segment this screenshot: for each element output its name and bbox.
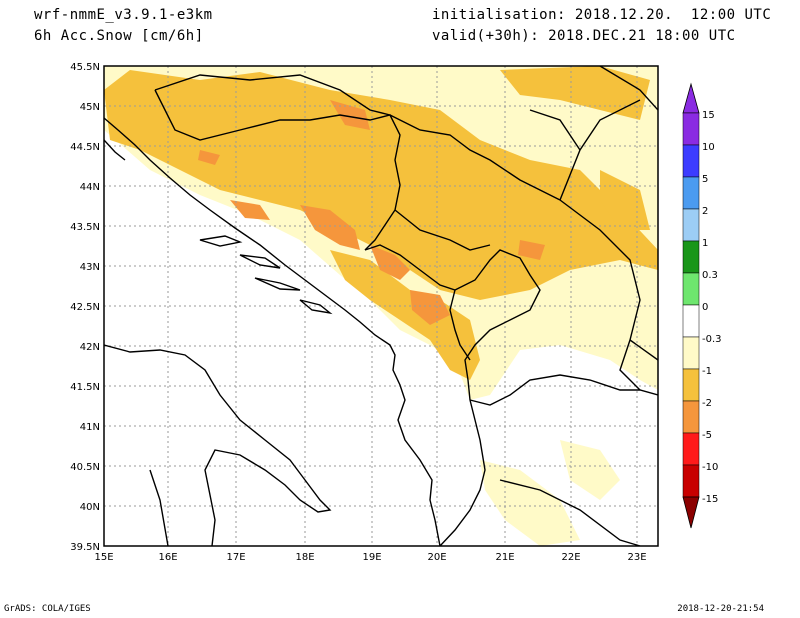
coastlines-borders bbox=[104, 66, 658, 546]
lon-label: 15E bbox=[94, 552, 113, 563]
colorbar-label: -10 bbox=[702, 462, 718, 473]
colorbar-swatch bbox=[682, 432, 700, 466]
lon-label: 21E bbox=[495, 552, 514, 563]
lat-label: 42.5N bbox=[70, 302, 100, 313]
colorbar-label: 0 bbox=[702, 302, 708, 313]
lat-label: 43.5N bbox=[70, 222, 100, 233]
longitude-labels: 15E 16E 17E 18E 19E 20E 21E 22E 23E bbox=[94, 552, 646, 563]
lon-label: 18E bbox=[295, 552, 314, 563]
colorbar-top-arrow bbox=[682, 82, 700, 114]
colorbar-swatch bbox=[682, 240, 700, 274]
colorbar-label: 5 bbox=[702, 174, 708, 185]
lon-label: 17E bbox=[226, 552, 245, 563]
lat-label: 45.5N bbox=[70, 62, 100, 73]
colorbar-label: 1 bbox=[702, 238, 708, 249]
colorbar-swatch bbox=[682, 208, 700, 242]
colorbar-swatch bbox=[682, 336, 700, 370]
lat-label: 44.5N bbox=[70, 142, 100, 153]
lat-label: 45N bbox=[80, 102, 100, 113]
colorbar-swatch bbox=[682, 464, 700, 498]
colorbar-label: -5 bbox=[702, 430, 712, 441]
colorbar-label: -1 bbox=[702, 366, 712, 377]
colorbar-bottom-arrow bbox=[682, 496, 700, 529]
lat-label: 42N bbox=[80, 342, 100, 353]
lon-label: 23E bbox=[627, 552, 646, 563]
lon-label: 22E bbox=[561, 552, 580, 563]
lon-label: 16E bbox=[158, 552, 177, 563]
lon-label: 19E bbox=[362, 552, 381, 563]
lat-label: 40N bbox=[80, 502, 100, 513]
lat-label: 44N bbox=[80, 182, 100, 193]
colorbar: 15 10 5 2 1 0.3 0 -0.3 -1 -2 -5 -10 -15 bbox=[682, 82, 722, 529]
model-title: wrf-nmmE_v3.9.1-e3km bbox=[34, 7, 213, 23]
valid-time: valid(+30h): 2018.DEC.21 18:00 UTC bbox=[432, 28, 736, 44]
colorbar-label: -15 bbox=[702, 494, 718, 505]
lon-label: 20E bbox=[427, 552, 446, 563]
init-time: initialisation: 2018.12.20. 12:00 UTC bbox=[432, 7, 772, 23]
colorbar-label: 2 bbox=[702, 206, 708, 217]
lat-label: 41.5N bbox=[70, 382, 100, 393]
colorbar-swatch bbox=[682, 304, 700, 338]
lat-label: 43N bbox=[80, 262, 100, 273]
colorbar-label: 15 bbox=[702, 110, 715, 121]
colorbar-label: -0.3 bbox=[702, 334, 722, 345]
latitude-labels: 45.5N 45N 44.5N 44N 43.5N 43N 42.5N 42N … bbox=[70, 62, 100, 553]
colorbar-swatch bbox=[682, 112, 700, 146]
colorbar-label: 0.3 bbox=[702, 270, 718, 281]
colorbar-label: 10 bbox=[702, 142, 715, 153]
colorbar-swatch bbox=[682, 368, 700, 402]
colorbar-swatch bbox=[682, 144, 700, 178]
lat-label: 39.5N bbox=[70, 542, 100, 553]
map-frame bbox=[103, 65, 659, 547]
map-grid bbox=[104, 66, 658, 546]
field-title: 6h Acc.Snow [cm/6h] bbox=[34, 28, 204, 44]
colorbar-label: -2 bbox=[702, 398, 712, 409]
lat-label: 41N bbox=[80, 422, 100, 433]
colorbar-swatch bbox=[682, 272, 700, 306]
footer-credit: GrADS: COLA/IGES bbox=[4, 604, 91, 614]
footer-timestamp: 2018-12-20-21:54 bbox=[677, 604, 764, 614]
lat-label: 40.5N bbox=[70, 462, 100, 473]
colorbar-swatch bbox=[682, 176, 700, 210]
colorbar-swatch bbox=[682, 400, 700, 434]
